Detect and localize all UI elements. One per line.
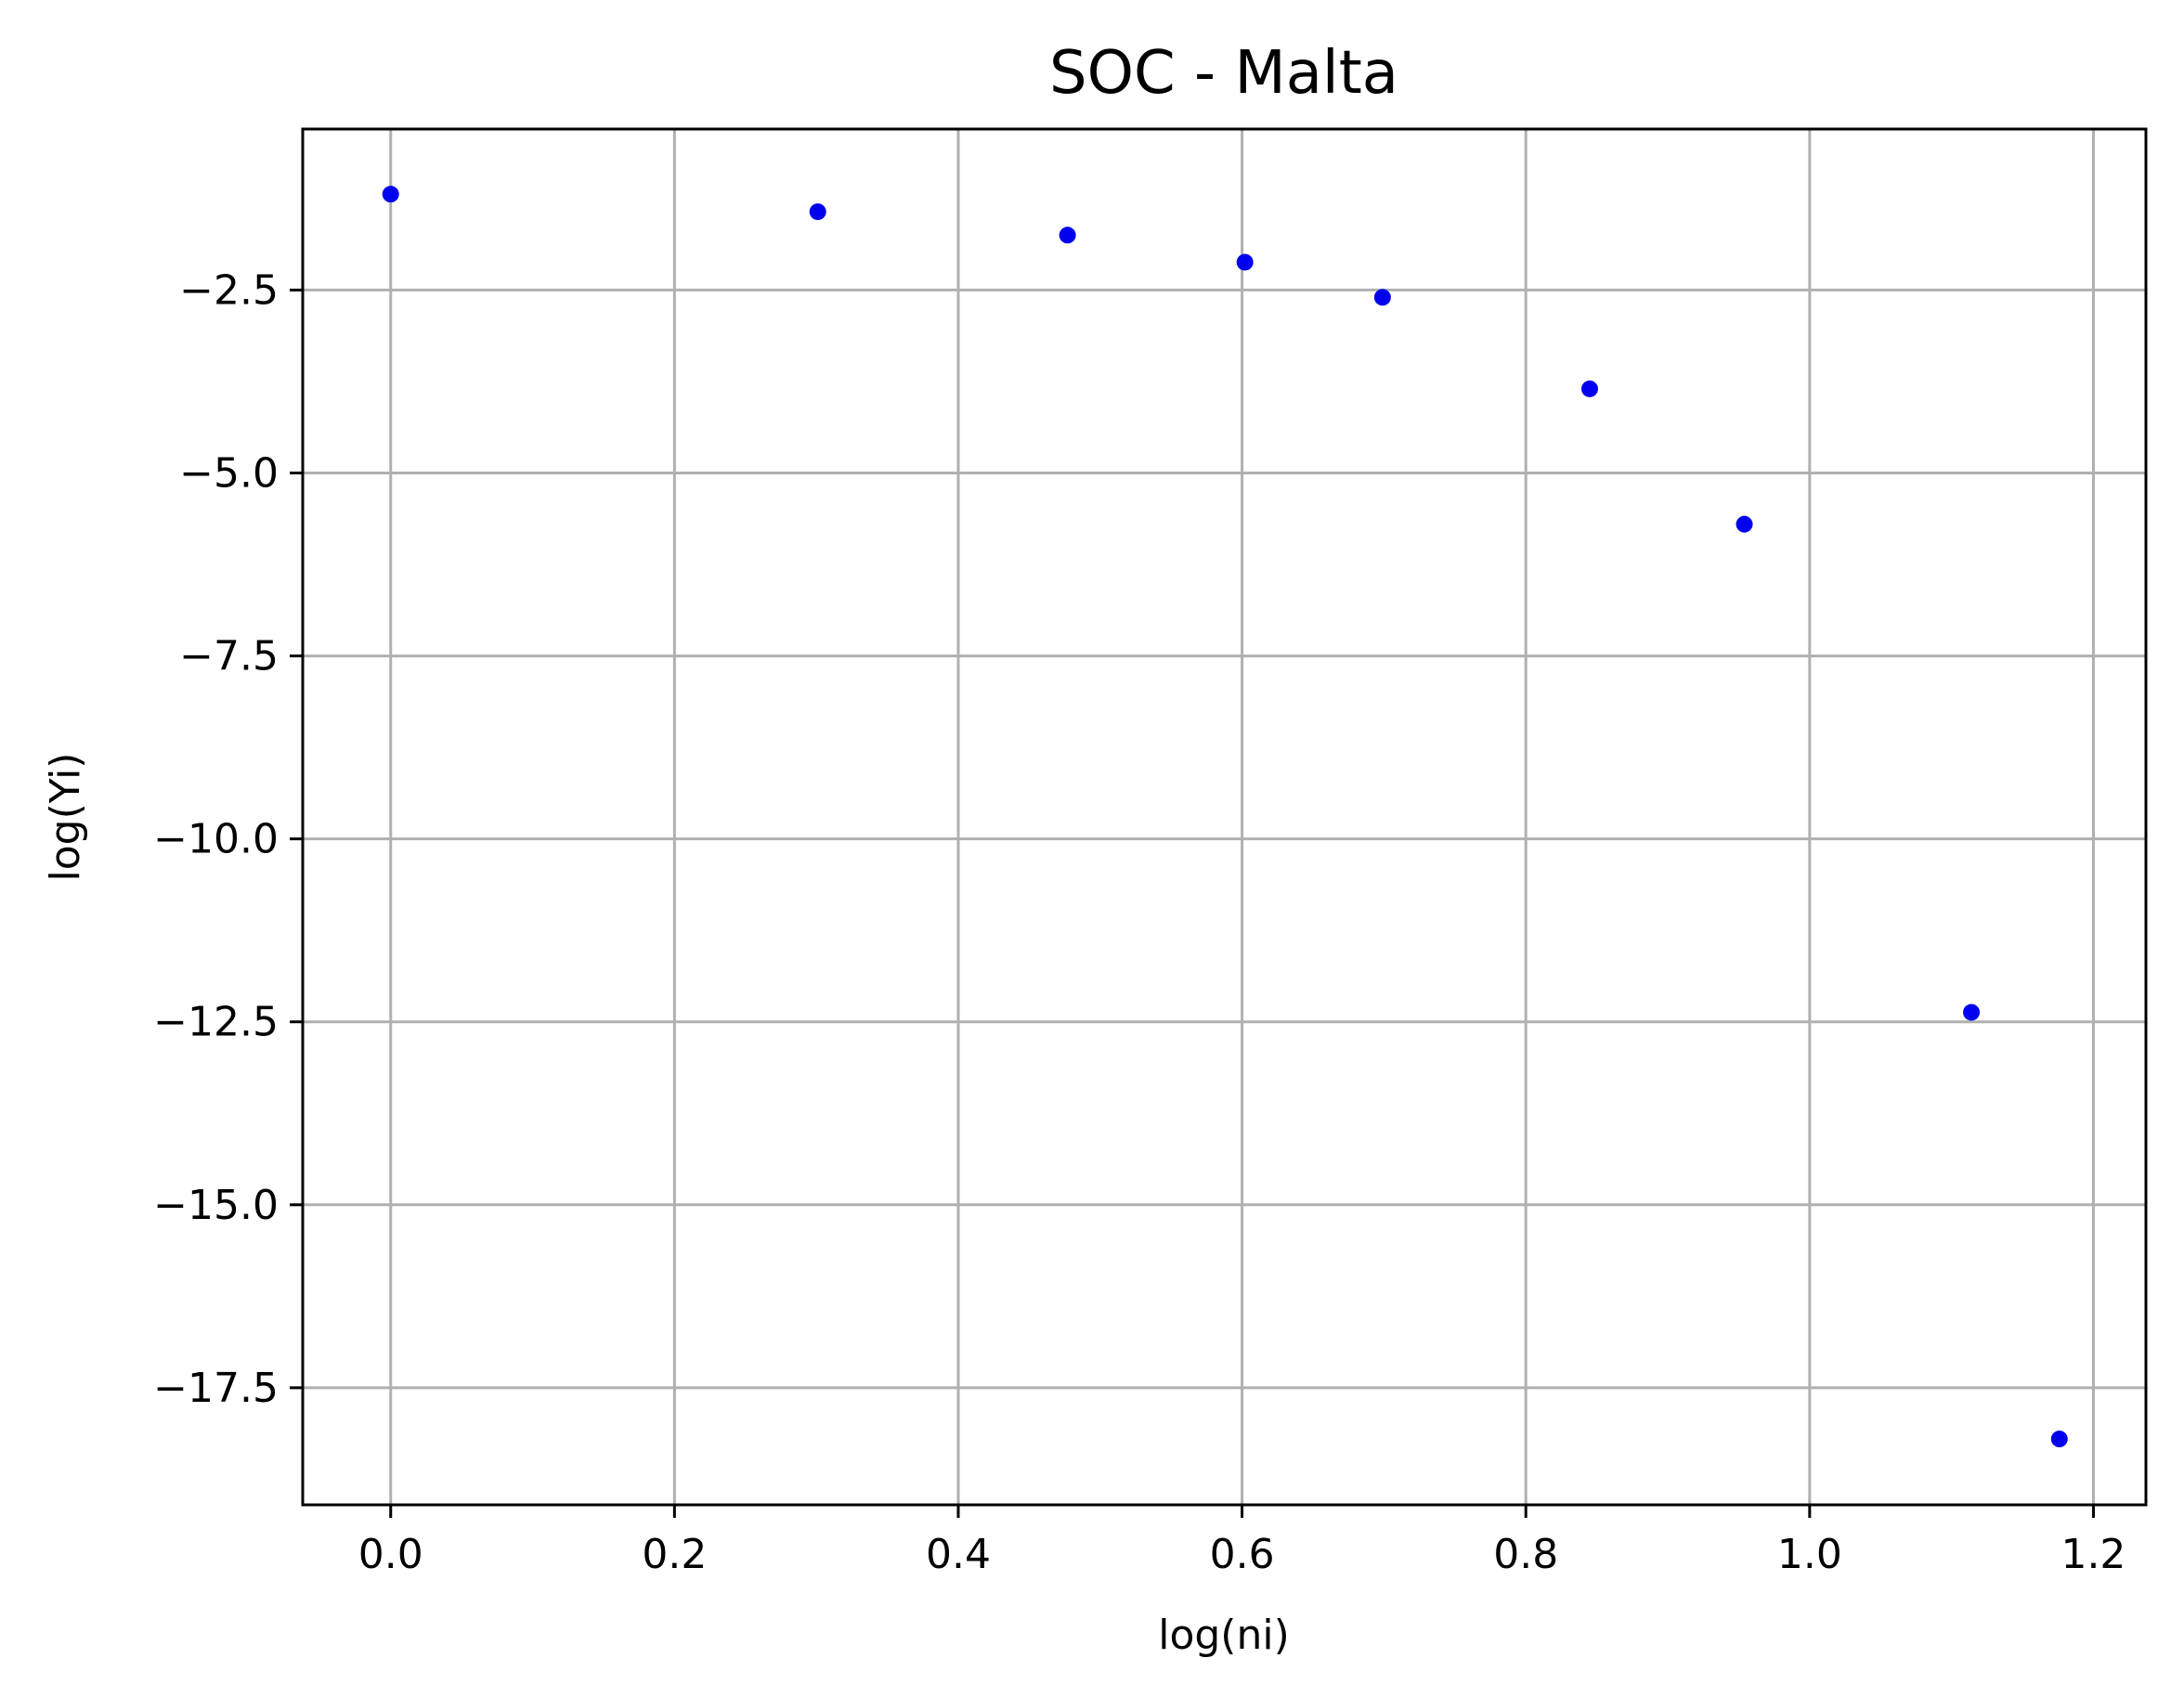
data-point [382, 186, 399, 203]
data-point [1373, 289, 1391, 306]
data-point [1236, 253, 1254, 271]
data-point [2050, 1431, 2068, 1448]
x-tick-label: 0.0 [358, 1531, 423, 1578]
data-point [1059, 227, 1076, 244]
x-tick-label: 0.6 [1210, 1531, 1275, 1578]
grid [303, 129, 2146, 1505]
data-point [1963, 1004, 1981, 1021]
y-axis-label: log(Yi) [42, 753, 89, 882]
x-axis: 0.0 0.2 0.4 0.6 0.8 1.0 1.2 [358, 1505, 2126, 1578]
y-tick-label: −15.0 [153, 1182, 279, 1229]
data-point [1580, 380, 1598, 397]
x-tick-label: 0.8 [1493, 1531, 1558, 1578]
y-tick-label: −10.0 [153, 816, 279, 863]
y-tick-label: −12.5 [153, 999, 279, 1046]
y-tick-label: −17.5 [153, 1365, 279, 1412]
chart-title: SOC - Malta [1049, 39, 1398, 108]
y-tick-label: −2.5 [179, 266, 279, 314]
x-tick-label: 1.0 [1777, 1531, 1842, 1578]
data-point [809, 203, 826, 221]
data-point [1736, 515, 1753, 533]
y-tick-label: −5.0 [179, 450, 279, 498]
x-axis-label: log(ni) [1158, 1612, 1290, 1659]
y-tick-label: −7.5 [179, 633, 279, 680]
data-points [382, 186, 2068, 1448]
x-tick-label: 0.4 [926, 1531, 991, 1578]
x-tick-label: 0.2 [642, 1531, 707, 1578]
y-axis: −2.5 −5.0 −7.5 −10.0 −12.5 −15.0 −17.5 [153, 266, 303, 1412]
x-tick-label: 1.2 [2060, 1531, 2126, 1578]
plot-frame [301, 127, 2148, 1507]
